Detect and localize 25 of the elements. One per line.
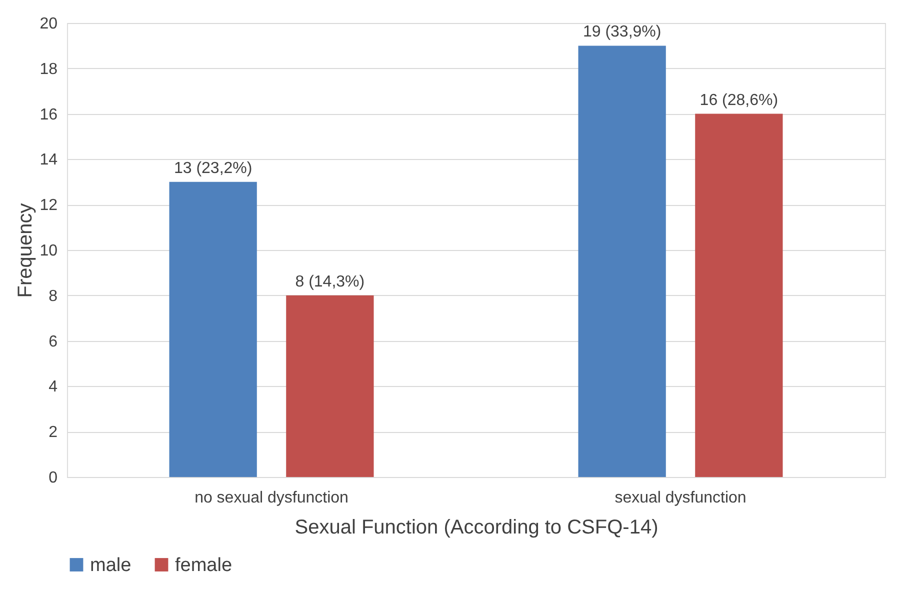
y-tick-label: 0 (48, 470, 58, 486)
y-tick-label: 16 (40, 106, 58, 124)
data-label: 16 (28,6%) (700, 92, 778, 109)
data-label: 13 (23,2%) (174, 160, 252, 177)
bar (169, 182, 257, 477)
data-label: 8 (14,3%) (295, 273, 365, 290)
x-tick-label: no sexual dysfunction (194, 490, 348, 506)
y-tick-label: 8 (48, 288, 58, 305)
y-tick-label: 12 (40, 197, 58, 214)
bar (695, 114, 783, 477)
y-tick-label: 18 (40, 60, 58, 78)
data-label: 19 (33,9%) (582, 24, 662, 41)
y-tick-label: 4 (48, 378, 58, 396)
x-tick-label: sexual dysfunction (614, 490, 746, 506)
y-tick-label: 10 (40, 242, 58, 260)
y-tick-label: 20 (40, 16, 58, 32)
y-axis-title: Frequency (14, 203, 37, 298)
y-tick-label: 14 (40, 152, 58, 169)
legend-label: female (175, 554, 232, 576)
x-axis-title: Sexual Function (According to CSFQ-14) (294, 516, 658, 538)
bar (578, 46, 666, 477)
bar (286, 295, 374, 477)
y-tick-label: 6 (48, 333, 58, 350)
legend-label: male (90, 554, 132, 576)
y-tick-label: 2 (48, 424, 58, 442)
